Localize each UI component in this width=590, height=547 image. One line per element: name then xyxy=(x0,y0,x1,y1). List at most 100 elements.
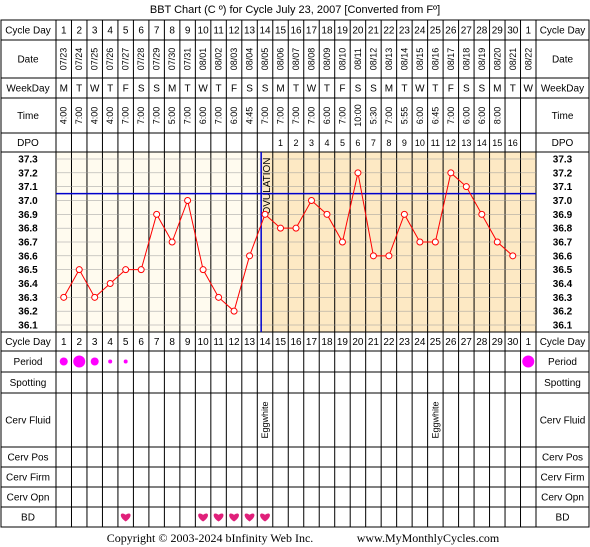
cycle-day-label-bottom: 5 xyxy=(123,337,129,348)
cycle-day-label: 15 xyxy=(275,26,287,37)
date-label: 08/19 xyxy=(477,48,487,71)
weekday-label: S xyxy=(153,84,160,95)
time-label: 6:00 xyxy=(322,107,332,125)
footer-copyright: Copyright © 2003-2024 bInfinity Web Inc. xyxy=(107,531,314,545)
date-label: 08/13 xyxy=(384,48,394,71)
cycle-day-label-bottom: 19 xyxy=(337,337,349,348)
temperature-point-day-7 xyxy=(153,210,161,218)
temperature-point-day-6 xyxy=(137,266,145,274)
time-label: 4:00 xyxy=(90,107,100,125)
temp-tick-label-left: 36.5 xyxy=(18,265,38,276)
time-label: 7:00 xyxy=(74,107,84,125)
dpo-label: 15 xyxy=(492,138,502,148)
time-label: 7:00 xyxy=(260,107,270,125)
cycle-day-label-bottom: 26 xyxy=(445,337,457,348)
cycle-day-label: 25 xyxy=(430,26,442,37)
period-dot xyxy=(108,359,113,364)
time-label: 7:00 xyxy=(337,107,347,125)
date-label: 07/27 xyxy=(121,48,131,71)
cycle-day-label: 3 xyxy=(92,26,98,37)
row-label-period-right: Period xyxy=(548,357,577,368)
row-label-date-right: Date xyxy=(552,55,574,66)
row-label-cerv_firm-left: Cerv Firm xyxy=(6,473,50,484)
dpo-label: 8 xyxy=(386,138,391,148)
cycle-day-label: 14 xyxy=(259,26,271,37)
date-label: 08/07 xyxy=(291,48,301,71)
time-label: 7:00 xyxy=(214,107,224,125)
cycle-day-label-bottom: 8 xyxy=(169,337,175,348)
dpo-label: 5 xyxy=(340,138,345,148)
row-label-weekday-right: WeekDay xyxy=(541,84,584,95)
row-label-bd-left: BD xyxy=(21,513,35,524)
time-label: 5:00 xyxy=(167,107,177,125)
temp-tick-label-left: 36.7 xyxy=(18,238,38,249)
temp-tick-label-right: 36.5 xyxy=(553,265,573,276)
date-label: 07/24 xyxy=(74,48,84,71)
temp-tick-label-right: 36.7 xyxy=(553,238,573,249)
period-dot xyxy=(522,355,535,368)
temperature-point-day-14 xyxy=(261,210,269,218)
weekday-label: W xyxy=(198,84,208,95)
cycle-day-label-bottom: 16 xyxy=(290,337,302,348)
date-label: 07/26 xyxy=(105,48,115,71)
date-label: 07/30 xyxy=(167,48,177,71)
cycle-day-label: 6 xyxy=(138,26,144,37)
cycle-day-label-bottom: 1 xyxy=(525,337,531,348)
bd-heart-icon xyxy=(120,513,131,522)
cycle-day-label-bottom: 27 xyxy=(461,337,473,348)
cycle-day-label-bottom: 15 xyxy=(275,337,287,348)
cerv-fluid-label: Eggwhite xyxy=(430,401,440,438)
row-label-cycle_day-right: Cycle Day xyxy=(540,26,586,37)
cycle-day-label: 23 xyxy=(399,26,411,37)
weekday-label: W xyxy=(524,84,534,95)
row-label-time-right: Time xyxy=(552,111,574,122)
temp-tick-label-left: 36.2 xyxy=(18,307,38,318)
temperature-point-day-8 xyxy=(168,238,176,246)
date-label: 08/03 xyxy=(229,48,239,71)
time-label: 5:30 xyxy=(368,107,378,125)
date-label: 07/31 xyxy=(183,48,193,71)
date-label: 08/09 xyxy=(322,48,332,71)
date-label: 08/16 xyxy=(430,48,440,71)
temperature-point-day-20 xyxy=(354,169,362,177)
cycle-day-label: 19 xyxy=(337,26,349,37)
weekday-label: S xyxy=(246,84,253,95)
dpo-label: 16 xyxy=(508,138,518,148)
cycle-day-label-bottom: 12 xyxy=(229,337,241,348)
row-label-bd-right: BD xyxy=(556,513,570,524)
temperature-point-day-2 xyxy=(75,266,83,274)
cycle-day-label-bottom: 28 xyxy=(476,337,488,348)
time-label: 4:00 xyxy=(59,107,69,125)
grid-layer xyxy=(0,19,590,528)
row-label-cycle_day-left: Cycle Day xyxy=(5,337,51,348)
cycle-day-label: 17 xyxy=(306,26,318,37)
temperature-point-day-29 xyxy=(493,238,501,246)
cycle-day-label-bottom: 9 xyxy=(185,337,191,348)
row-label-time-left: Time xyxy=(17,111,39,122)
chart-title: BBT Chart (C º) for Cycle July 23, 2007 … xyxy=(150,4,440,16)
row-label-weekday-left: WeekDay xyxy=(6,84,49,95)
temperature-point-day-16 xyxy=(292,224,300,232)
temp-tick-label-left: 36.6 xyxy=(18,251,38,262)
footer-site-link[interactable]: www.MyMonthlyCycles.com xyxy=(357,531,500,545)
temp-tick-label-left: 36.8 xyxy=(18,224,38,235)
cycle-day-label: 16 xyxy=(290,26,302,37)
row-label-cerv_firm-right: Cerv Firm xyxy=(541,473,585,484)
cycle-day-label: 22 xyxy=(383,26,395,37)
temperature-point-day-18 xyxy=(323,210,331,218)
cycle-day-label-bottom: 10 xyxy=(198,337,210,348)
weekday-label: T xyxy=(76,84,82,95)
date-label: 08/12 xyxy=(368,48,378,71)
date-label: 08/15 xyxy=(415,48,425,71)
period-dot xyxy=(123,359,128,364)
temp-tick-label-right: 36.4 xyxy=(553,279,573,290)
weekday-label: F xyxy=(123,84,129,95)
time-label: 7:00 xyxy=(446,107,456,125)
cycle-day-label-bottom: 6 xyxy=(138,337,144,348)
time-label: 6:00 xyxy=(477,107,487,125)
cerv-fluid-label: Eggwhite xyxy=(260,401,270,438)
weekday-label: T xyxy=(107,84,113,95)
cycle-day-label: 1 xyxy=(525,26,531,37)
cycle-day-label: 13 xyxy=(244,26,256,37)
